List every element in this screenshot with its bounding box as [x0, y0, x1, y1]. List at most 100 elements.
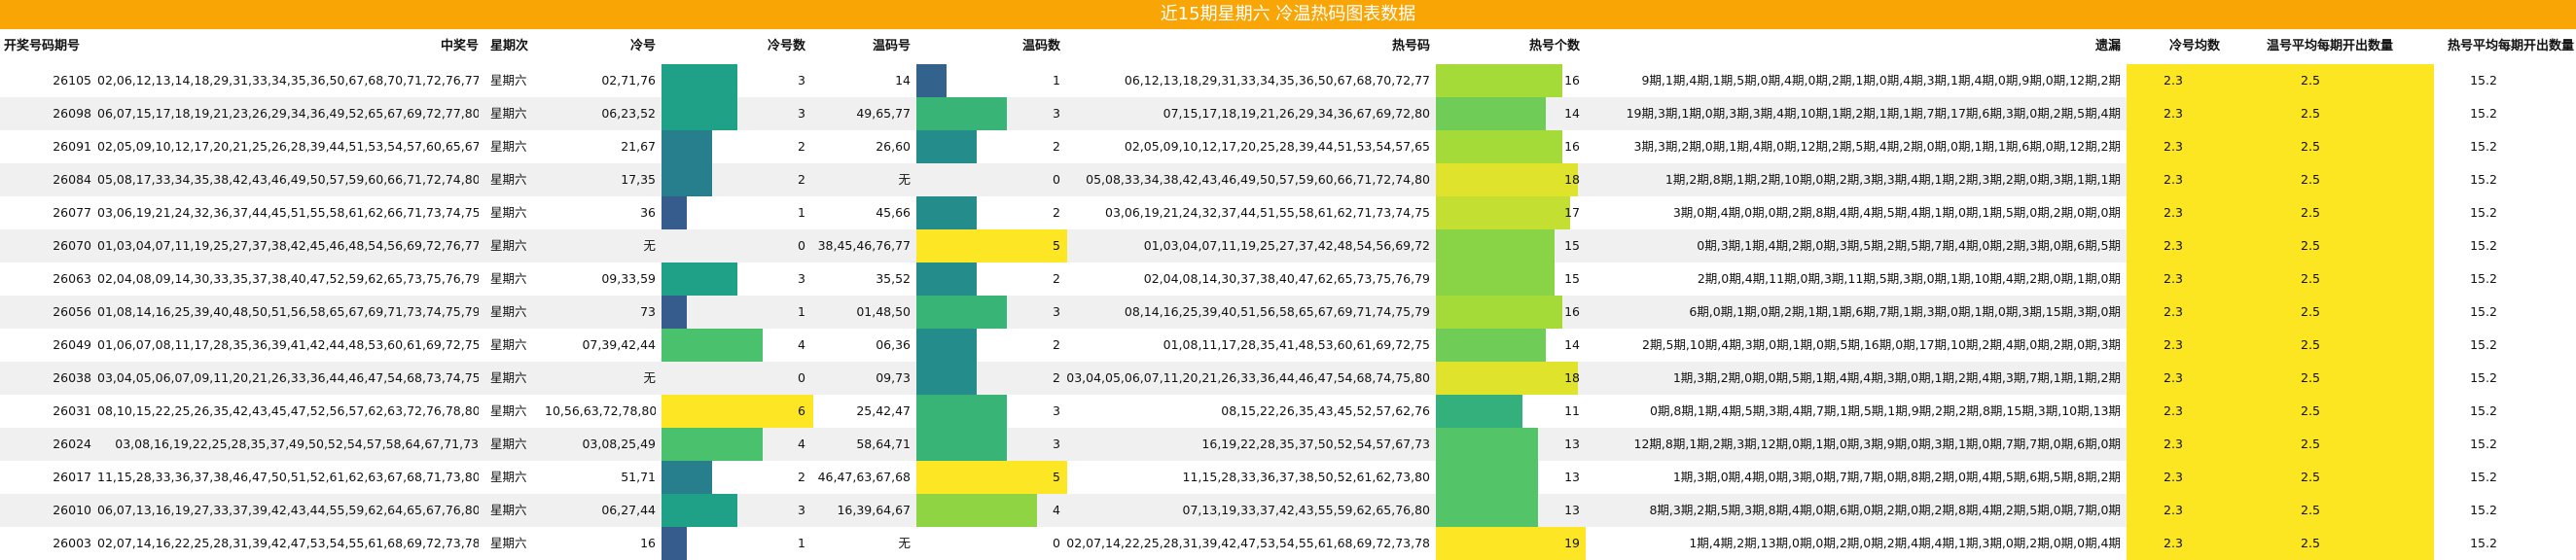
table-row: 26063 02,04,08,09,14,30,33,35,37,38,40,47…: [0, 262, 2576, 296]
cell-omit: 9期,1期,4期,1期,5期,0期,4期,0期,2期,1期,0期,4期,3期,1…: [1641, 73, 2121, 88]
cell-hot-avg: 15.2: [2470, 403, 2497, 418]
cell-period: 26084: [53, 172, 91, 187]
cell-warm-avg: 2.5: [2301, 370, 2320, 385]
cell-warm-avg: 2.5: [2301, 470, 2320, 484]
cell-period: 26003: [53, 536, 91, 550]
cell-warm: 45,66: [876, 205, 911, 220]
table-row: 26077 03,06,19,21,24,32,36,37,44,45,51,55…: [0, 196, 2576, 229]
hot-n-bar: [1436, 494, 1539, 527]
row-background: [0, 527, 2127, 560]
cell-cold: 06,27,44: [601, 503, 656, 517]
cell-hot-n: 18: [1564, 370, 1580, 385]
cell-warm: 38,45,46,76,77: [817, 238, 911, 253]
hot-n-bar: [1436, 527, 1586, 560]
cell-cold-avg: 2.3: [2164, 370, 2183, 385]
hot-n-bar: [1436, 329, 1547, 362]
cold-n-bar: [662, 494, 737, 527]
cell-win: 01,06,07,08,11,17,28,35,36,39,41,42,44,4…: [97, 337, 479, 352]
header-cold-avg: 冷号均数: [2168, 39, 2220, 53]
cell-hot: 03,06,19,21,24,32,37,44,51,55,58,61,62,7…: [1105, 205, 1430, 220]
cell-omit: 8期,3期,2期,5期,3期,8期,4期,0期,6期,0期,2期,0期,2期,8…: [1649, 503, 2121, 517]
table-row: 26049 01,06,07,08,11,17,28,35,36,39,41,42…: [0, 329, 2576, 362]
cell-warm-avg: 2.5: [2301, 172, 2320, 187]
hot-n-bar: [1436, 163, 1578, 196]
cell-warm-avg: 2.5: [2301, 403, 2320, 418]
cell-weekday: 星期六: [490, 238, 527, 253]
cell-warm-n: 3: [1053, 403, 1060, 418]
cell-win: 03,08,16,19,22,25,28,35,37,49,50,52,54,5…: [115, 437, 479, 451]
cell-omit: 19期,3期,1期,0期,3期,3期,4期,10期,1期,2期,1期,1期,7期…: [1626, 106, 2121, 121]
cell-period: 26063: [53, 271, 91, 286]
cell-win: 03,04,05,06,07,09,11,20,21,26,33,36,44,4…: [97, 370, 479, 385]
cell-hot-avg: 15.2: [2470, 437, 2497, 451]
header-period: 开奖号码期号: [4, 39, 81, 53]
warm-n-bar: [916, 296, 1007, 329]
cell-cold-n: 2: [798, 470, 805, 484]
cell-warm: 49,65,77: [856, 106, 911, 121]
table-row: 26091 02,05,09,10,12,17,20,21,25,26,28,39…: [0, 130, 2576, 163]
cell-period: 26031: [53, 403, 91, 418]
hot-n-bar: [1436, 262, 1555, 296]
cell-warm-n: 0: [1053, 536, 1060, 550]
cell-cold: 51,71: [621, 470, 656, 484]
cell-hot-n: 16: [1564, 139, 1580, 154]
cell-weekday: 星期六: [490, 304, 527, 319]
cell-period: 26010: [53, 503, 91, 517]
cell-weekday: 星期六: [490, 437, 527, 451]
cell-omit: 1期,3期,0期,4期,0期,3期,0期,7期,7期,0期,8期,2期,0期,4…: [1672, 470, 2121, 484]
chart-title: 近15期星期六 冷温热码图表数据: [0, 0, 2576, 29]
cell-cold: 17,35: [621, 172, 656, 187]
cell-cold: 36: [640, 205, 656, 220]
cell-hot-n: 14: [1564, 106, 1580, 121]
cell-hot-avg: 15.2: [2470, 238, 2497, 253]
header-omit: 遗漏: [2094, 39, 2121, 53]
cell-hot: 07,13,19,33,37,42,43,55,59,62,65,76,80: [1182, 503, 1430, 517]
cell-omit: 0期,3期,1期,4期,2期,0期,3期,5期,2期,5期,7期,4期,0期,2…: [1697, 238, 2121, 253]
cell-cold: 16: [640, 536, 656, 550]
cold-n-bar: [662, 64, 737, 97]
cell-hot-n: 13: [1564, 437, 1580, 451]
cell-hot-n: 15: [1564, 271, 1580, 286]
warm-n-bar: [916, 64, 947, 97]
cell-win: 02,07,14,16,22,25,28,31,39,42,47,53,54,5…: [97, 536, 479, 550]
cell-hot-n: 15: [1564, 238, 1580, 253]
cell-cold-n: 1: [798, 205, 805, 220]
cell-warm-avg: 2.5: [2301, 437, 2320, 451]
table-row: 26031 08,10,15,22,25,26,35,42,43,45,47,52…: [0, 395, 2576, 428]
header-hot-avg: 热号平均每期开出数量: [2447, 39, 2574, 53]
cell-warm-avg: 2.5: [2301, 337, 2320, 352]
cell-period: 26091: [53, 139, 91, 154]
cell-cold-n: 3: [798, 73, 805, 88]
cold-n-bar: [662, 262, 737, 296]
cold-n-bar: [662, 97, 737, 130]
cell-hot-n: 14: [1564, 337, 1580, 352]
cell-hot-n: 13: [1564, 470, 1580, 484]
cell-warm: 46,47,63,67,68: [817, 470, 911, 484]
cold-n-bar: [662, 527, 687, 560]
warm-n-bar: [916, 130, 977, 163]
cell-warm-n: 2: [1053, 370, 1060, 385]
cell-warm-n: 2: [1053, 337, 1060, 352]
cell-cold: 无: [643, 238, 656, 253]
cold-n-bar: [662, 296, 687, 329]
cell-cold: 73: [640, 304, 656, 319]
cell-hot-avg: 15.2: [2470, 271, 2497, 286]
header-weekday: 星期次: [490, 39, 529, 53]
cell-warm-n: 3: [1053, 304, 1060, 319]
cell-warm-avg: 2.5: [2301, 503, 2320, 517]
cell-hot: 05,08,33,34,38,42,43,46,49,50,57,59,60,6…: [1086, 172, 1430, 187]
hot-n-bar: [1436, 395, 1523, 428]
cell-warm-avg: 2.5: [2301, 205, 2320, 220]
cell-cold-avg: 2.3: [2164, 271, 2183, 286]
table-row: 26017 11,15,28,33,36,37,38,46,47,50,51,52…: [0, 461, 2576, 494]
cell-warm: 01,48,50: [856, 304, 911, 319]
cell-weekday: 星期六: [490, 337, 527, 352]
cell-hot-avg: 15.2: [2470, 205, 2497, 220]
hot-n-bar: [1436, 196, 1570, 229]
cell-cold: 21,67: [621, 139, 656, 154]
cell-hot-n: 13: [1564, 503, 1580, 517]
cell-period: 26024: [53, 437, 91, 451]
cell-weekday: 星期六: [490, 139, 527, 154]
cell-hot: 11,15,28,33,36,37,38,50,52,61,62,73,80: [1182, 470, 1430, 484]
cell-omit: 2期,0期,4期,11期,0期,3期,11期,5期,3期,0期,1期,10期,4…: [1697, 271, 2121, 286]
